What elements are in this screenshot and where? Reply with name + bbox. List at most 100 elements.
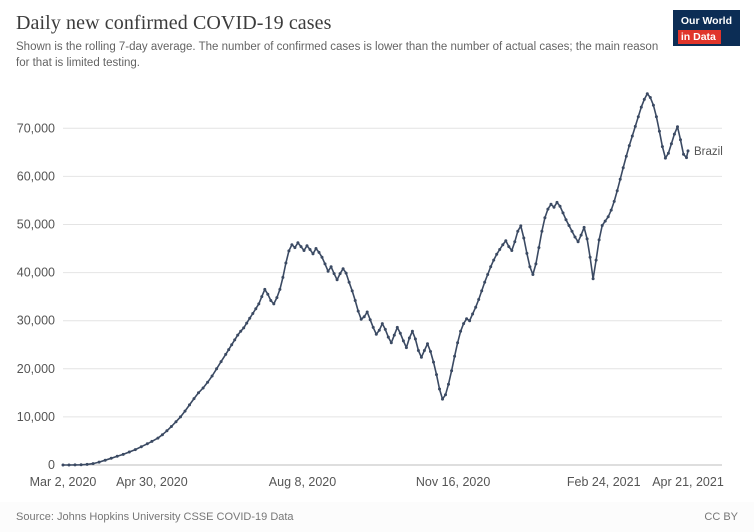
- data-point: [438, 387, 441, 391]
- x-tick-label: Feb 24, 2021: [567, 475, 641, 489]
- data-point: [456, 341, 460, 345]
- data-point: [429, 350, 432, 354]
- data-point: [654, 115, 658, 119]
- data-point: [242, 326, 246, 330]
- data-point: [686, 149, 690, 153]
- data-point: [257, 302, 261, 306]
- data-point: [305, 244, 309, 248]
- data-point: [302, 249, 306, 253]
- data-point: [477, 298, 481, 302]
- data-point: [109, 456, 113, 460]
- y-tick-label: 30,000: [17, 314, 55, 328]
- data-point: [450, 369, 454, 373]
- data-point: [534, 262, 538, 266]
- data-point: [519, 224, 523, 228]
- data-point: [139, 445, 143, 449]
- data-point: [353, 299, 357, 303]
- data-point: [531, 273, 535, 277]
- data-point: [579, 233, 583, 237]
- data-point: [407, 336, 411, 340]
- y-tick-label: 60,000: [17, 169, 55, 183]
- data-point: [174, 420, 178, 424]
- data-point: [293, 246, 297, 250]
- data-point: [642, 97, 646, 101]
- data-point: [552, 205, 556, 209]
- data-point: [389, 341, 393, 345]
- data-point: [183, 409, 187, 413]
- data-point: [371, 325, 375, 329]
- data-point: [210, 374, 214, 378]
- y-tick-label: 20,000: [17, 362, 55, 376]
- data-point: [179, 415, 182, 419]
- data-point: [260, 295, 264, 299]
- x-tick-label: Nov 16, 2020: [416, 475, 490, 489]
- data-point: [245, 321, 249, 325]
- data-point: [507, 245, 511, 249]
- data-point: [398, 331, 402, 335]
- data-point: [672, 132, 676, 136]
- data-point: [576, 240, 580, 244]
- data-point: [543, 216, 547, 220]
- x-tick-label: Mar 2, 2020: [30, 475, 97, 489]
- data-point: [404, 346, 408, 350]
- data-point: [284, 261, 288, 265]
- data-point: [435, 373, 438, 377]
- data-point: [169, 425, 173, 429]
- data-point: [317, 250, 321, 254]
- source-note: Source: Johns Hopkins University CSSE CO…: [16, 511, 294, 523]
- data-point: [504, 239, 508, 243]
- data-point: [281, 275, 285, 279]
- data-point: [263, 287, 267, 291]
- data-point: [630, 134, 634, 138]
- data-point: [299, 245, 303, 249]
- data-point: [615, 189, 619, 193]
- data-point: [495, 252, 499, 256]
- data-point: [395, 325, 399, 329]
- data-point: [492, 258, 496, 262]
- data-point: [525, 251, 529, 255]
- data-point: [645, 92, 649, 96]
- data-point: [416, 349, 420, 353]
- data-point: [522, 236, 526, 240]
- owid-logo[interactable]: Our World in Data: [672, 10, 740, 47]
- data-point: [483, 280, 487, 284]
- data-point: [251, 312, 255, 316]
- data-point: [296, 241, 300, 245]
- data-point: [422, 349, 426, 353]
- data-point: [549, 202, 553, 206]
- data-point: [663, 156, 667, 160]
- data-point: [272, 302, 276, 306]
- owid-logo-line1: Our World: [680, 15, 732, 27]
- data-point: [145, 442, 149, 446]
- data-point: [410, 329, 414, 333]
- data-point: [233, 338, 237, 342]
- data-point: [380, 322, 384, 326]
- data-point: [606, 215, 610, 219]
- data-point: [666, 151, 670, 155]
- data-point: [597, 238, 601, 242]
- data-point: [401, 339, 405, 343]
- data-point: [612, 199, 616, 203]
- data-point: [365, 310, 369, 314]
- data-point: [188, 403, 191, 407]
- data-point: [413, 337, 417, 341]
- data-point: [308, 248, 312, 252]
- data-point: [314, 247, 318, 251]
- data-point: [224, 352, 228, 356]
- data-point: [230, 343, 234, 347]
- page-title: Daily new confirmed COVID-19 cases: [16, 12, 332, 34]
- data-point: [386, 335, 390, 339]
- x-tick-label: Aug 8, 2020: [269, 475, 336, 489]
- data-point: [311, 252, 315, 256]
- series-end-label: Brazil: [694, 146, 723, 158]
- data-point: [682, 152, 685, 156]
- data-point: [219, 360, 223, 364]
- data-point: [564, 218, 568, 222]
- data-point: [85, 462, 89, 466]
- license-link[interactable]: CC BY: [704, 511, 738, 523]
- data-point: [201, 386, 205, 390]
- data-point: [459, 329, 463, 333]
- data-point: [516, 229, 520, 233]
- data-point: [359, 317, 363, 321]
